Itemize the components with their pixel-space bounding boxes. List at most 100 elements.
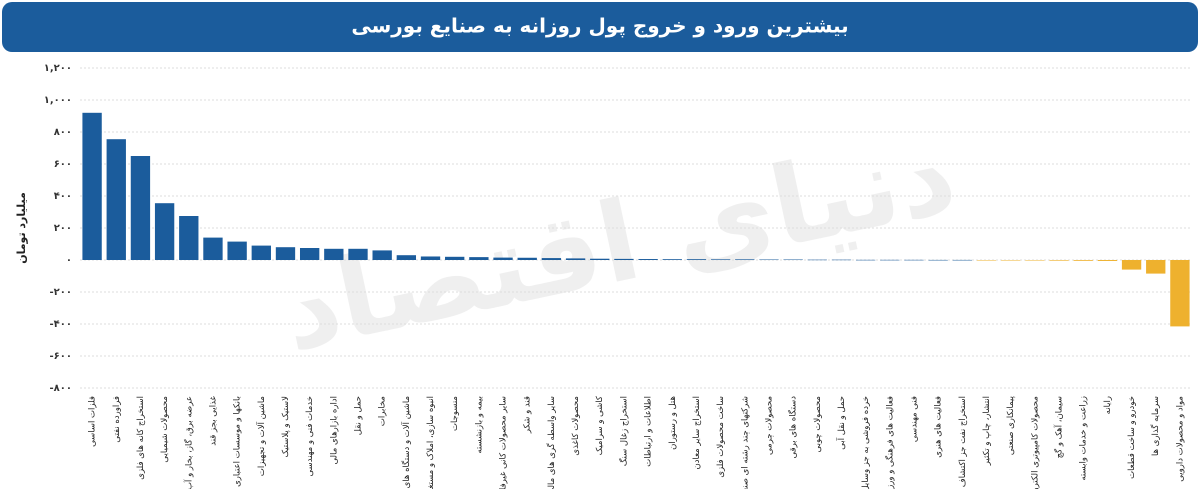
x-tick-label: فعالیت های هنری bbox=[934, 396, 944, 458]
x-tick-label: محصولات چرمی bbox=[764, 396, 774, 455]
x-tick-label: استخراج کانه های فلزی bbox=[136, 396, 146, 480]
x-tick-label: ماشین آلات و تجهیزات bbox=[255, 396, 267, 476]
bar bbox=[445, 256, 465, 260]
bar bbox=[203, 237, 223, 260]
bar bbox=[251, 245, 271, 260]
bar bbox=[106, 139, 126, 260]
x-tick-label: مخابرات bbox=[378, 396, 388, 426]
bar bbox=[880, 259, 900, 261]
x-tick-label: فنی مهندسی bbox=[910, 396, 920, 442]
bar bbox=[1097, 260, 1118, 261]
x-tick-label: فعالیت های فرهنگی و ورزشی bbox=[884, 396, 895, 489]
x-tick-label: اطلاعات و ارتباطات bbox=[644, 396, 654, 467]
bar bbox=[130, 156, 151, 260]
bar bbox=[1121, 260, 1142, 270]
bar bbox=[686, 259, 707, 260]
y-tick-label: ۲۰۰ bbox=[54, 223, 72, 234]
bar bbox=[710, 259, 731, 260]
x-tick-label: سرمایه گذاری ها bbox=[1150, 396, 1161, 456]
x-tick-label: فلزات اساسی bbox=[88, 396, 98, 447]
x-tick-label: خدمات فنی و مهندسی bbox=[305, 396, 315, 477]
bar bbox=[493, 257, 513, 260]
x-tick-label: زراعت و خدمات وابسته bbox=[1079, 396, 1089, 481]
x-tick-label: سیمان، آهک و گچ bbox=[1053, 396, 1065, 458]
bar bbox=[517, 257, 537, 260]
x-tick-label: استخراج زغال سنگ bbox=[618, 396, 629, 466]
bar bbox=[928, 259, 948, 261]
x-tick-label: محصولات کامپیوتری الکترونیکی bbox=[1030, 396, 1040, 489]
bar bbox=[1073, 260, 1093, 261]
x-tick-label: انتشار، چاپ و تکثیر bbox=[982, 396, 992, 466]
bar bbox=[154, 203, 175, 260]
y-tick-label: -۸۰۰ bbox=[50, 383, 72, 394]
y-tick-label: -۲۰۰ bbox=[50, 287, 72, 298]
x-tick-label: سایر واسطه گری های مالی bbox=[546, 396, 557, 489]
bar bbox=[396, 255, 417, 260]
x-tick-label: پیمانکاری صنعتی bbox=[1006, 395, 1016, 455]
x-tick-label: اداره بازارهای مالی bbox=[329, 396, 339, 465]
y-tick-label: -۶۰۰ bbox=[50, 351, 72, 362]
x-tick-label: بانکها و موسسات اعتباری bbox=[233, 396, 243, 487]
x-tick-label: لاستیک و پلاستیک bbox=[281, 396, 291, 458]
header-bar bbox=[2, 2, 1198, 52]
x-tick-label: خودرو و ساخت قطعات bbox=[1127, 396, 1137, 479]
bar bbox=[1146, 260, 1166, 274]
bar bbox=[662, 259, 682, 260]
x-tick-label: غذایی بجز قند bbox=[208, 395, 218, 445]
x-tick-label: ماشین آلات و دستگاه های برقی bbox=[400, 396, 412, 489]
bar bbox=[759, 259, 779, 261]
x-tick-label: شرکتهای چند رشته ای صنعتی bbox=[740, 396, 750, 489]
bar bbox=[179, 216, 199, 260]
bar bbox=[855, 259, 876, 261]
y-tick-label: ۱,۲۰۰ bbox=[44, 63, 72, 74]
x-tick-label: استخراج نفت جز اکتشاف bbox=[958, 396, 968, 487]
bar bbox=[1049, 260, 1069, 261]
bar bbox=[348, 248, 368, 260]
bar bbox=[590, 258, 610, 260]
x-tick-label: عرضه برق، گاز، بخار و آب گرم bbox=[182, 396, 194, 489]
x-tick-label: انبوه سازی، املاک و مستغلات bbox=[426, 396, 436, 489]
bar bbox=[614, 258, 634, 260]
x-tick-label: کاشی و سرامیک bbox=[595, 395, 605, 455]
y-tick-label: ۶۰۰ bbox=[54, 159, 72, 170]
bar bbox=[831, 259, 852, 261]
x-tick-label: ساخت محصولات فلزی bbox=[716, 396, 726, 478]
x-tick-label: قند و شکر bbox=[523, 396, 533, 434]
chart-title: بیشترین ورود و خروج پول روزانه به صنایع … bbox=[351, 14, 848, 39]
bar bbox=[275, 247, 296, 260]
y-axis-label: میلیارد تومان bbox=[15, 192, 28, 264]
x-tick-label: حمل و نقل bbox=[354, 396, 364, 435]
bar bbox=[299, 248, 320, 260]
x-tick-label: سایر محصولات کانی غیرفلزی bbox=[499, 396, 509, 489]
bar bbox=[372, 250, 392, 260]
y-tick-label: ۱,۰۰۰ bbox=[44, 95, 72, 106]
bar bbox=[952, 259, 973, 261]
y-tick-label: ۴۰۰ bbox=[54, 191, 72, 202]
x-tick-label: دستگاه های برقی bbox=[788, 396, 799, 459]
x-tick-label: محصولات کاغذی bbox=[571, 396, 581, 456]
bar bbox=[783, 259, 803, 261]
x-tick-label: محصولات شیمیایی bbox=[160, 396, 170, 463]
x-tick-label: حمل و نقل آبی bbox=[835, 396, 847, 450]
bar bbox=[904, 259, 924, 261]
x-tick-label: خرده فروشی به جز وسایل نقلیه bbox=[861, 396, 871, 489]
watermark: دنیای اقتصاد bbox=[271, 109, 967, 376]
x-tick-label: محصولات چوبی bbox=[813, 396, 823, 452]
bar bbox=[1001, 260, 1021, 261]
bar bbox=[1025, 260, 1045, 261]
bar bbox=[82, 112, 102, 260]
bar bbox=[1170, 260, 1190, 327]
bar bbox=[638, 259, 658, 260]
bar bbox=[324, 248, 344, 260]
bar bbox=[469, 257, 489, 260]
x-tick-label: مواد و محصولات دارویی bbox=[1175, 396, 1185, 482]
bar bbox=[807, 259, 827, 261]
x-tick-label: بیمه و بازنشسته bbox=[474, 396, 484, 454]
x-tick-label: رایانه bbox=[1103, 396, 1113, 414]
bar bbox=[420, 256, 441, 260]
x-tick-label: هتل و رستوران bbox=[668, 396, 678, 450]
x-tick-label: استخراج سایر معادن bbox=[692, 396, 702, 470]
bar bbox=[735, 259, 755, 260]
x-tick-label: منسوجات bbox=[450, 396, 460, 431]
